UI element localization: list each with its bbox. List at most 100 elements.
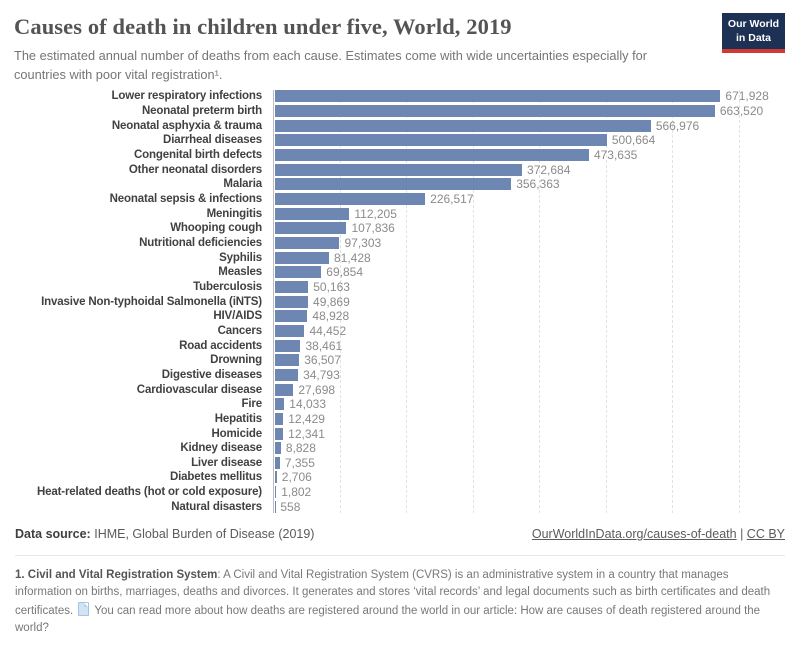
bar-row: Tuberculosis 50,163	[16, 280, 776, 295]
category-label: Lower respiratory infections	[111, 90, 263, 103]
value-label: 226,517	[430, 192, 474, 207]
bar[interactable]	[275, 368, 299, 381]
bar-row: Measles 69,854	[16, 265, 776, 280]
plot-cell: 97,303	[273, 236, 739, 251]
plot-cell: 107,836	[273, 221, 739, 236]
bar[interactable]	[275, 486, 277, 499]
bar-row: Cancers 44,452	[16, 324, 776, 339]
footnote-term: 1. Civil and Vital Registration System	[15, 569, 218, 582]
bar[interactable]	[275, 222, 347, 235]
category-label: Fire	[241, 398, 263, 411]
plot-cell: 1,802	[273, 485, 739, 500]
value-label: 14,033	[289, 397, 326, 412]
category-label: Cancers	[217, 324, 262, 337]
bar[interactable]	[275, 280, 309, 293]
bar[interactable]	[275, 178, 512, 191]
plot-cell: 112,205	[273, 206, 739, 221]
gridline	[472, 90, 474, 514]
value-label: 558	[280, 499, 301, 514]
bar[interactable]	[275, 149, 589, 162]
value-label: 44,452	[309, 323, 347, 338]
value-label: 1,802	[281, 485, 312, 500]
chart-header: Causes of death in children under five, …	[0, 0, 800, 84]
plot-cell: 566,976	[273, 118, 739, 133]
bar[interactable]	[275, 119, 651, 132]
bar[interactable]	[275, 324, 305, 337]
gridline	[539, 90, 541, 514]
value-label: 663,520	[719, 104, 764, 119]
category-label: Diabetes mellitus	[169, 471, 262, 484]
bar-row: Heat-related deaths (hot or cold exposur…	[16, 485, 776, 500]
license-link[interactable]: CC BY	[746, 527, 785, 542]
category-label: Nutritional deficiencies	[139, 236, 262, 249]
category-label: Neonatal asphyxia & trauma	[111, 119, 262, 132]
owid-logo[interactable]: Our World in Data	[722, 13, 785, 53]
bar[interactable]	[275, 339, 301, 352]
bar[interactable]	[275, 354, 300, 367]
bar[interactable]	[275, 471, 277, 484]
bar[interactable]	[275, 193, 426, 206]
plot-cell: 49,869	[273, 294, 739, 309]
bar[interactable]	[275, 105, 715, 118]
value-label: 372,684	[527, 162, 571, 177]
bar-row: Diarrheal diseases 500,664	[16, 133, 776, 148]
bar[interactable]	[275, 236, 340, 249]
bar[interactable]	[275, 266, 322, 279]
plot-cell: 27,698	[273, 382, 739, 397]
bar[interactable]	[275, 427, 284, 440]
bar-row: Whooping cough 107,836	[16, 221, 776, 236]
bar[interactable]	[275, 295, 309, 308]
plot-cell: 558	[273, 499, 739, 514]
bar[interactable]	[275, 90, 721, 103]
value-label: 12,429	[288, 411, 325, 426]
value-label: 112,205	[354, 206, 397, 221]
owid-url-link[interactable]: OurWorldInData.org/causes-of-death	[531, 527, 737, 542]
bar[interactable]	[275, 251, 329, 264]
bar[interactable]	[275, 412, 284, 425]
value-label: 27,698	[298, 382, 336, 397]
value-label: 473,635	[593, 148, 638, 163]
document-page-icon[interactable]	[78, 601, 90, 616]
bar[interactable]	[275, 134, 607, 147]
bar[interactable]	[275, 398, 285, 411]
plot-cell: 8,828	[273, 441, 739, 456]
category-label: Malaria	[223, 178, 262, 191]
gridline	[605, 90, 607, 514]
bar-row: Invasive Non-typhoidal Salmonella (iNTS)…	[16, 294, 776, 309]
bar[interactable]	[275, 456, 280, 469]
value-label: 500,664	[611, 133, 656, 148]
y-axis-line	[273, 90, 274, 514]
bar[interactable]	[275, 163, 523, 176]
category-label: Liver disease	[191, 456, 262, 469]
bar-row: Other neonatal disorders 372,684	[16, 162, 776, 177]
plot-cell: 12,341	[273, 426, 739, 441]
value-label: 356,363	[516, 177, 560, 192]
value-label: 12,341	[288, 426, 325, 441]
plot-cell: 44,452	[273, 324, 739, 339]
plot-cell: 671,928	[273, 89, 769, 104]
bar-row: Cardiovascular disease 27,698	[16, 382, 776, 397]
plot-cell: 356,363	[273, 177, 739, 192]
bar-row: Malaria 356,363	[16, 177, 776, 192]
footnote-text-after: You can read more about how deaths are r…	[15, 604, 761, 634]
bar-row: Congenital birth defects 473,635	[16, 148, 776, 163]
data-source-label: Data source:	[15, 527, 91, 542]
category-label: Other neonatal disorders	[128, 163, 262, 176]
plot-cell: 12,429	[273, 412, 739, 427]
bar[interactable]	[275, 310, 308, 323]
value-label: 50,163	[313, 279, 350, 294]
bar-rows: Lower respiratory infections 671,928 Neona…	[16, 89, 776, 514]
data-source: Data source: IHME, Global Burden of Dise…	[15, 527, 314, 541]
category-label: Diarrheal diseases	[163, 134, 262, 147]
value-label: 34,793	[303, 367, 340, 382]
value-label: 48,928	[312, 309, 350, 324]
value-label: 69,854	[326, 265, 363, 280]
bar[interactable]	[275, 442, 281, 455]
bar[interactable]	[275, 383, 294, 396]
gridline	[406, 90, 408, 514]
source-bar: Data source: IHME, Global Burden of Dise…	[15, 527, 785, 541]
bar-row: Neonatal asphyxia & trauma 566,976	[16, 118, 776, 133]
bar-row: Meningitis 112,205	[16, 206, 776, 221]
value-label: 49,869	[313, 294, 350, 309]
bar[interactable]	[275, 207, 350, 220]
